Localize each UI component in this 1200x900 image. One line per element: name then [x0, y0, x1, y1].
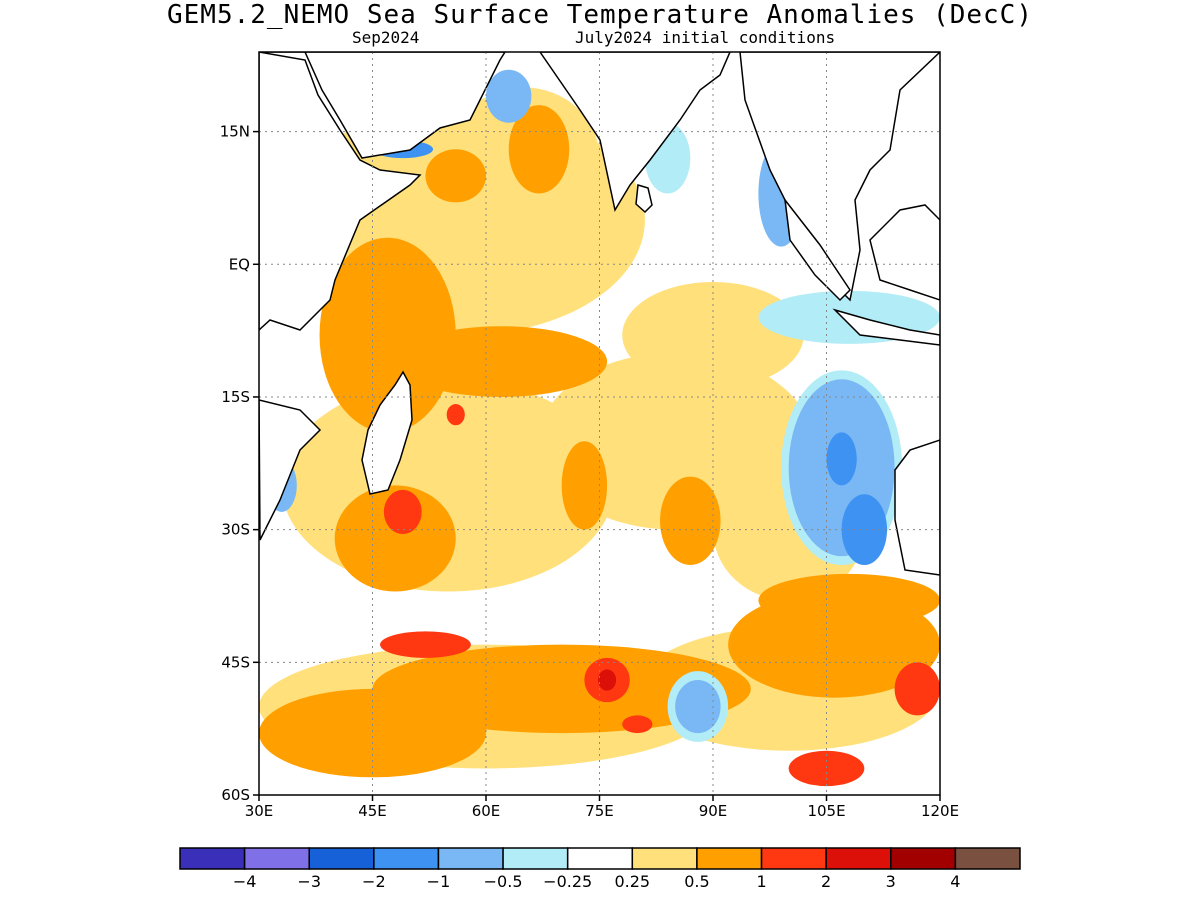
lon-tick-label: 60E	[472, 802, 501, 820]
anomaly-region-13	[660, 476, 721, 566]
anomaly-region-20	[446, 404, 465, 426]
lon-tick-label: 120E	[921, 802, 959, 820]
coastline-africa-arabia	[259, 52, 506, 541]
coastline-borneo	[869, 204, 940, 301]
initial-conditions: July2024 initial conditions	[575, 28, 836, 47]
colorbar-swatch	[308, 847, 375, 870]
anomaly-region-37	[826, 432, 857, 486]
colorbar-label: 3	[886, 872, 896, 891]
colorbar-swatch	[954, 847, 1021, 870]
colorbar-label: −0.5	[484, 872, 523, 891]
anomaly-region-23	[894, 662, 940, 716]
anomaly-region-17	[259, 688, 486, 778]
colorbar-swatch	[631, 847, 698, 870]
colorbar-label: −4	[233, 872, 257, 891]
colorbar-swatch	[243, 847, 310, 870]
anomaly-region-11	[425, 149, 486, 203]
colorbar-label: 1	[756, 872, 766, 891]
anomaly-region-19	[383, 489, 422, 535]
colorbar-swatch	[437, 847, 504, 870]
anomaly-region-10	[508, 105, 570, 194]
anomaly-region-25	[622, 715, 653, 734]
colorbar-swatch	[373, 847, 440, 870]
anomaly-region-18	[758, 573, 940, 627]
lat-tick-label: EQ	[229, 255, 250, 273]
colorbar-swatch	[502, 847, 569, 870]
colorbar-swatch	[179, 847, 246, 870]
colorbar-swatch	[825, 847, 892, 870]
forecast-month: Sep2024	[352, 28, 420, 47]
coastlines	[259, 52, 940, 576]
anomaly-region-24	[788, 750, 865, 787]
anomaly-region-26	[597, 669, 617, 691]
colorbar-label: 2	[821, 872, 831, 891]
anomaly-region-14	[334, 485, 456, 592]
lat-tick-label: 30S	[221, 521, 250, 539]
coastline-sumatra	[783, 197, 851, 302]
colorbar-label: −3	[297, 872, 321, 891]
coastline-sri-lanka	[635, 184, 653, 214]
lon-tick-label: 90E	[699, 802, 728, 820]
coastline-madagascar	[361, 370, 413, 495]
coastline-india	[539, 52, 731, 213]
colorbar-label: 0.5	[684, 872, 709, 891]
lon-tick-label: 45E	[358, 802, 387, 820]
graticule	[259, 52, 940, 795]
lon-tick-label: 30E	[245, 802, 274, 820]
anomaly-region-21	[380, 631, 471, 658]
lon-tick-label: 105E	[807, 802, 845, 820]
anomaly-region-32	[486, 69, 532, 123]
colorbar-label: 4	[950, 872, 960, 891]
coastline-southeast-asia	[739, 52, 940, 302]
coastline-indonesia	[832, 308, 940, 346]
colorbar-swatch	[566, 847, 634, 870]
anomaly-region-12	[561, 441, 608, 530]
colorbar-swatch	[890, 847, 957, 870]
colorbar-label: 0.25	[614, 872, 650, 891]
colorbar: −4 −3 −2 −1 −0.5 −0.25 0.25 0.5 1 2 3 4	[179, 847, 1021, 891]
anomaly-region-9	[395, 326, 608, 397]
colorbar-swatch	[760, 847, 827, 870]
coastline-australia	[894, 439, 940, 576]
lat-tick-label: 15N	[220, 123, 250, 141]
anomaly-region-33	[675, 680, 721, 734]
colorbar-label: −2	[362, 872, 386, 891]
lat-tick-label: 60S	[221, 786, 250, 804]
lat-tick-label: 15S	[221, 388, 250, 406]
colorbar-label: −1	[427, 872, 451, 891]
colorbar-label: −0.25	[543, 872, 592, 891]
anomaly-regions	[259, 69, 940, 787]
anomaly-region-36	[841, 494, 888, 566]
lat-tick-label: 45S	[221, 653, 250, 671]
map-title: GEM5.2_NEMO Sea Surface Temperature Anom…	[167, 0, 1033, 30]
colorbar-swatch	[696, 847, 763, 870]
lon-tick-label: 75E	[585, 802, 614, 820]
